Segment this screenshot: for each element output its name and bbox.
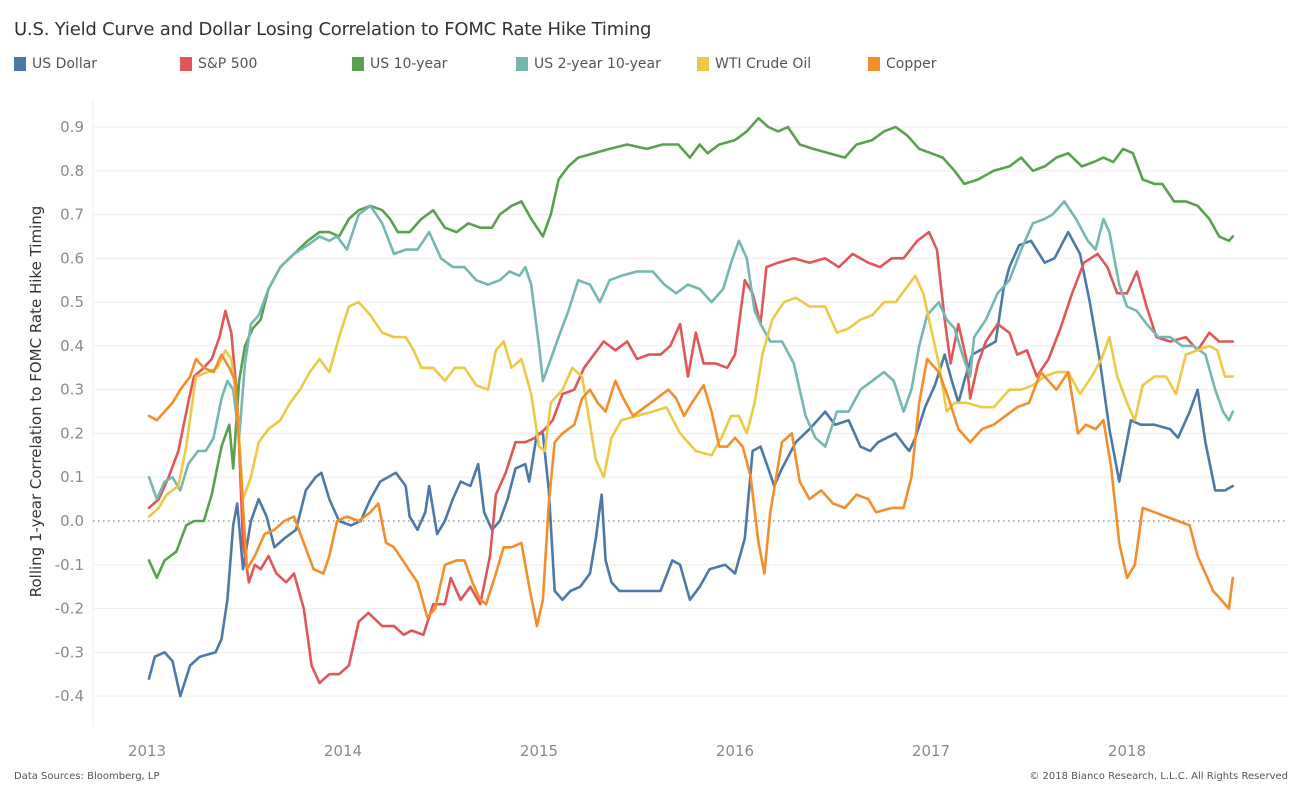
legend-swatch [14,57,26,71]
x-tick-label: 2015 [520,742,558,760]
legend-label: US Dollar [32,56,98,72]
x-tick-label: 2018 [1108,742,1146,760]
legend-swatch [868,57,880,71]
y-tick-label: 0.4 [60,337,84,355]
legend-item[interactable]: US 10-year [352,56,447,72]
y-tick-label: -0.3 [55,643,84,661]
legend-item[interactable]: US Dollar [14,56,97,72]
legend-swatch [180,57,192,71]
y-tick-label: 0.9 [60,118,84,136]
series-line-s-p-500 [147,230,1235,685]
y-tick-label: 0.8 [60,162,84,180]
chart-legend: US Dollar S&P 500 US 10-year US 2-year 10-y… [14,56,1014,76]
legend-item[interactable]: Copper [868,56,936,72]
series-line-us-2-year-10-year [147,200,1235,501]
copyright-note: © 2018 Bianco Research, L.L.C. All Right… [1029,771,1288,782]
data-source-note: Data Sources: Bloomberg, LP [14,771,160,782]
y-tick-label: -0.4 [55,687,84,705]
legend-label: US 2-year 10-year [534,56,661,72]
legend-swatch [516,57,528,71]
x-tick-label: 2014 [324,742,362,760]
y-tick-label: 0.7 [60,206,84,224]
legend-label: Copper [886,56,937,72]
y-tick-label: 0.6 [60,249,84,267]
y-tick-label: -0.1 [55,556,84,574]
series-line-us-dollar [147,230,1235,698]
y-axis-title: Rolling 1-year Correlation to FOMC Rate … [27,206,45,598]
y-tick-label: 0.2 [60,424,84,442]
legend-label: US 10-year [370,56,448,72]
series-line-copper [147,353,1235,628]
legend-swatch [697,57,709,71]
x-tick-label: 2017 [912,742,950,760]
y-tick-label: 0.3 [60,381,84,399]
series-line-wti-crude-oil [147,274,1235,518]
series-line-us-10-year [147,116,1235,580]
legend-label: S&P 500 [198,56,258,72]
legend-label: WTI Crude Oil [715,56,812,72]
x-tick-label: 2016 [716,742,754,760]
y-tick-label: -0.2 [55,600,84,618]
chart-title: U.S. Yield Curve and Dollar Losing Corre… [14,19,652,40]
legend-item[interactable]: US 2-year 10-year [516,56,661,72]
y-tick-label: 0.0 [60,512,84,530]
x-tick-label: 2013 [128,742,166,760]
legend-swatch [352,57,364,71]
legend-item[interactable]: WTI Crude Oil [697,56,811,72]
y-tick-label: 0.5 [60,293,84,311]
legend-item[interactable]: S&P 500 [180,56,257,72]
y-tick-label: 0.1 [60,468,84,486]
